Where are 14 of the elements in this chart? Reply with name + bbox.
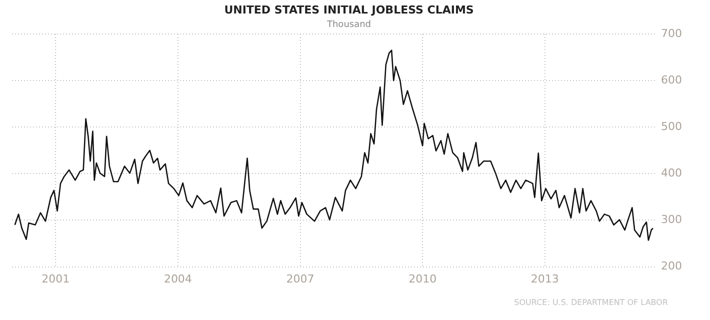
- x-tick-label: 2004: [164, 272, 192, 286]
- y-tick-label: 600: [661, 73, 682, 86]
- chart-title: UNITED STATES INITIAL JOBLESS CLAIMS: [224, 3, 474, 16]
- x-tick-label: 2007: [286, 272, 314, 286]
- chart-subtitle: Thousand: [326, 20, 372, 30]
- x-tick-label: 2010: [408, 272, 437, 286]
- y-tick-label: 700: [661, 26, 682, 40]
- y-tick-label: 200: [661, 260, 682, 273]
- x-tick-label: 2013: [530, 272, 559, 286]
- y-tick-label: 500: [661, 120, 682, 133]
- y-tick-label: 300: [661, 213, 682, 226]
- y-tick-label: 400: [661, 166, 682, 180]
- x-tick-label: 2001: [42, 272, 70, 286]
- source-note: SOURCE: U.S. DEPARTMENT OF LABOR: [514, 298, 668, 307]
